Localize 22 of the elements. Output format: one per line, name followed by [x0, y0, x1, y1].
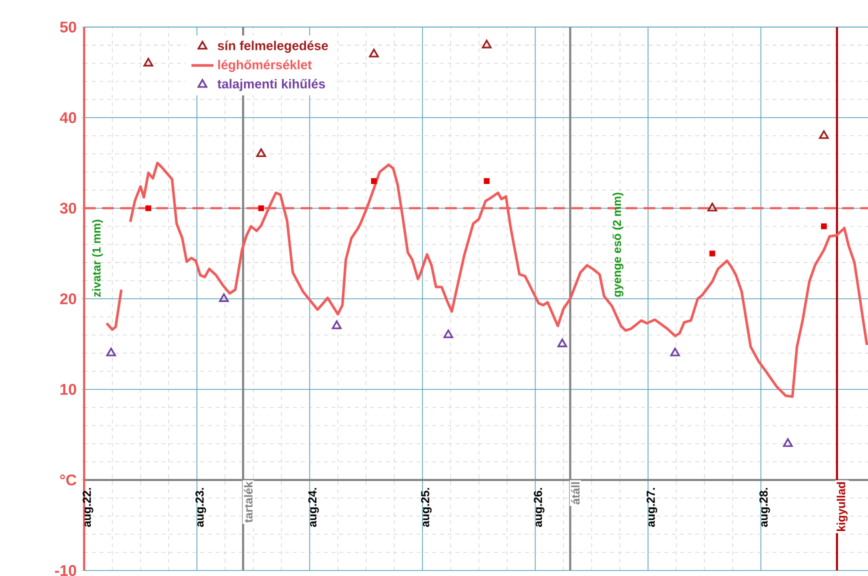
ref-line-label: kigyullad — [836, 482, 848, 531]
annotation: zivatar (1 mm) — [92, 220, 103, 297]
ref-line-label: átáll — [571, 482, 580, 504]
x-tick-label: aug.25. — [421, 488, 432, 527]
x-tick-label: aug.27. — [646, 488, 658, 527]
y-tick-label: °C — [60, 474, 76, 486]
y-tick-label: -10 — [55, 564, 76, 576]
x-tick-label: aug.22. — [82, 488, 94, 527]
y-tick-label: 20 — [60, 293, 76, 304]
y-tick-label: 30 — [60, 202, 76, 214]
y-tick-label: 50 — [60, 21, 76, 32]
y-tick-label: 40 — [60, 112, 76, 123]
annotation: gyenge eső (2 mm) — [612, 192, 624, 297]
y-tick-label: 10 — [60, 384, 76, 395]
x-tick-label: aug.28. — [759, 488, 770, 527]
x-tick-label: aug.24. — [308, 488, 319, 527]
ref-line-label: tartalék — [244, 481, 253, 522]
legend-label: léghőmérséklet — [218, 60, 312, 72]
legend-label: sín felmelegedése — [218, 40, 328, 53]
legend-label: talajmenti kihűlés — [217, 78, 325, 91]
x-tick-label: aug.23. — [195, 488, 206, 527]
x-tick-label: aug.26. — [534, 488, 544, 527]
